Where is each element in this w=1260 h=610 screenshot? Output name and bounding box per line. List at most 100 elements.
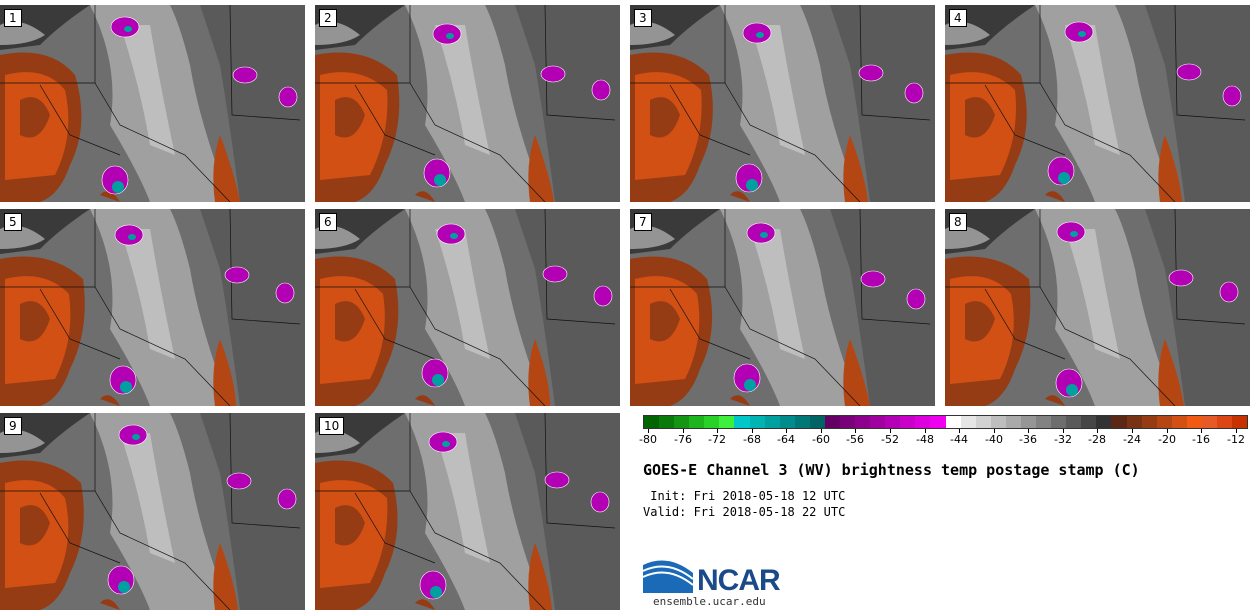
colorbar-tick-label: -68 <box>743 433 761 446</box>
colorbar-swatch <box>1111 416 1127 428</box>
panel-number: 9 <box>4 417 22 435</box>
wv-map-image <box>945 5 1250 202</box>
colorbar-tick-label: -76 <box>674 433 692 446</box>
colorbar-tick-label: -52 <box>881 433 899 446</box>
map-panel: 2 <box>315 5 620 202</box>
colorbar-tick-label: -16 <box>1192 433 1210 446</box>
map-panel: 4 <box>945 5 1250 202</box>
colorbar-tick <box>1097 429 1098 433</box>
colorbar-tick <box>855 429 856 433</box>
colorbar-tick <box>648 429 649 433</box>
colorbar-swatch <box>1232 416 1248 428</box>
colorbar <box>643 415 1248 429</box>
colorbar-swatch <box>824 416 841 428</box>
colorbar-tick <box>1063 429 1064 433</box>
colorbar-swatch <box>900 416 916 428</box>
colorbar-swatch <box>644 416 660 428</box>
colorbar-swatch <box>1156 416 1172 428</box>
colorbar-swatch <box>855 416 871 428</box>
valid-time: Valid: Fri 2018-05-18 22 UTC <box>643 505 846 519</box>
logo-url: ensemble.ucar.edu <box>653 595 766 608</box>
colorbar-swatch <box>1096 416 1112 428</box>
colorbar-swatch <box>704 416 720 428</box>
wv-map-image <box>0 5 305 202</box>
map-title: GOES-E Channel 3 (WV) brightness temp po… <box>643 461 1140 479</box>
panel-number: 1 <box>4 9 22 27</box>
colorbar-swatch <box>1171 416 1187 428</box>
colorbar-tick-label: -28 <box>1088 433 1106 446</box>
panel-number: 5 <box>4 213 22 231</box>
colorbar-tick <box>1167 429 1168 433</box>
init-time: Init: Fri 2018-05-18 12 UTC <box>643 489 846 503</box>
colorbar-tick-label: -40 <box>985 433 1003 446</box>
map-panel: 9 <box>0 413 305 610</box>
logo-wordmark: NCAR <box>697 564 781 597</box>
wv-map-image <box>0 413 305 610</box>
colorbar-tick <box>717 429 718 433</box>
panel-number: 7 <box>634 213 652 231</box>
map-panel: 3 <box>630 5 935 202</box>
colorbar-swatch <box>1126 416 1142 428</box>
panel-number: 8 <box>949 213 967 231</box>
colorbar-tick <box>959 429 960 433</box>
colorbar-tick <box>683 429 684 433</box>
colorbar-tick <box>821 429 822 433</box>
map-panel: 10 <box>315 413 620 610</box>
colorbar-swatch <box>749 416 765 428</box>
colorbar-swatch <box>689 416 705 428</box>
panel-number: 3 <box>634 9 652 27</box>
wv-map-image <box>630 5 935 202</box>
colorbar-ticks: -80 -76 -72 -68 -64 -60 -56 -52 -48 -44 -40 -36 -32 -… <box>639 429 1248 451</box>
panel-number: 4 <box>949 9 967 27</box>
colorbar-tick <box>890 429 891 433</box>
wv-map-image <box>945 209 1250 406</box>
colorbar-swatch <box>764 416 780 428</box>
colorbar-swatch <box>840 416 856 428</box>
panel-number: 10 <box>319 417 345 435</box>
colorbar-swatch <box>794 416 810 428</box>
colorbar-tick-label: -32 <box>1054 433 1072 446</box>
map-panel: 6 <box>315 209 620 406</box>
wv-map-image <box>315 5 620 202</box>
map-panel: 8 <box>945 209 1250 406</box>
colorbar-swatch <box>719 416 735 428</box>
colorbar-tick-label: -36 <box>1019 433 1037 446</box>
colorbar-swatch <box>990 416 1006 428</box>
colorbar-swatch <box>1020 416 1037 428</box>
colorbar-swatch <box>734 416 750 428</box>
panel-number: 2 <box>319 9 337 27</box>
colorbar-swatch <box>1066 416 1082 428</box>
colorbar-tick-label: -20 <box>1158 433 1176 446</box>
wv-map-image <box>315 209 620 406</box>
colorbar-swatch <box>659 416 675 428</box>
colorbar-tick-label: -80 <box>639 433 657 446</box>
colorbar-swatch <box>960 416 976 428</box>
colorbar-swatch <box>930 416 946 428</box>
colorbar-swatch <box>945 416 961 428</box>
colorbar-swatch <box>870 416 886 428</box>
colorbar-tick <box>786 429 787 433</box>
colorbar-tick <box>752 429 753 433</box>
colorbar-tick-label: -72 <box>708 433 726 446</box>
map-panel: 1 <box>0 5 305 202</box>
colorbar-tick <box>1132 429 1133 433</box>
colorbar-swatch <box>1036 416 1052 428</box>
colorbar-tick-label: -56 <box>846 433 864 446</box>
colorbar-swatch <box>1141 416 1157 428</box>
colorbar-swatch <box>674 416 690 428</box>
colorbar-tick <box>994 429 995 433</box>
colorbar-swatch <box>975 416 991 428</box>
colorbar-swatch <box>1186 416 1202 428</box>
colorbar-tick <box>1201 429 1202 433</box>
colorbar-swatch <box>1201 416 1217 428</box>
colorbar-tick <box>1028 429 1029 433</box>
colorbar-swatch <box>1051 416 1067 428</box>
colorbar-swatch <box>885 416 901 428</box>
colorbar-tick-label: -44 <box>950 433 968 446</box>
colorbar-tick-label: -12 <box>1227 433 1245 446</box>
panel-number: 6 <box>319 213 337 231</box>
map-panel: 7 <box>630 209 935 406</box>
wv-map-image <box>0 209 305 406</box>
colorbar-tick-label: -60 <box>812 433 830 446</box>
colorbar-swatch <box>1081 416 1097 428</box>
